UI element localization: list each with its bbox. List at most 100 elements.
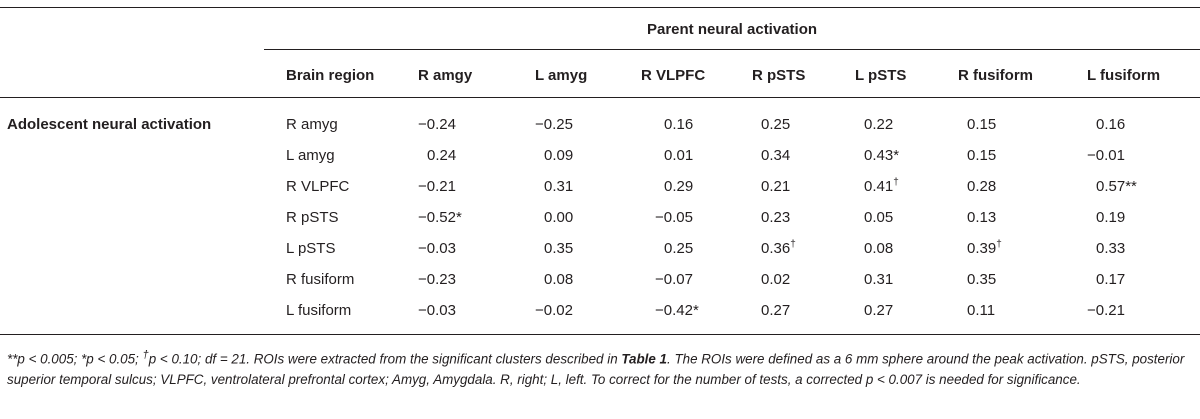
cell-value: 0.43 [864,147,894,164]
table-reference-link[interactable]: Table 1 [621,351,668,367]
cell-value: 0.22 [864,116,894,133]
table-cell: −0.03 [418,302,456,319]
table-cell: 0.09 [544,147,573,164]
table-cell: 0.35 [544,240,573,257]
cell-value: −0.02 [535,302,573,319]
spanning-header-rule [264,49,1200,50]
cell-value: −0.01 [1087,147,1125,164]
table-cell: 0.16 [664,116,693,133]
cell-value: 0.57 [1096,178,1126,195]
table-cell: 0.27 [761,302,790,319]
cell-value: 0.36 [761,240,791,257]
table-cell: 0.21 [761,178,790,195]
table-cell: −0.24 [418,116,456,133]
table-cell: 0.16 [1096,116,1125,133]
cell-value: 0.08 [864,240,894,257]
footnote-significance: **p < 0.005; *p < 0.05; [7,351,143,367]
table-cell: 0.22 [864,116,893,133]
cell-value: 0.15 [967,147,997,164]
table-cell: 0.08 [544,271,573,288]
table-cell: −0.01 [1087,147,1125,164]
cell-value: −0.21 [1087,302,1125,319]
table-row: R VLPFC −0.21 0.31 0.29 0.21 0.41† 0.28 0.57** [0,178,1200,209]
cell-value: −0.23 [418,271,456,288]
footnote-dagger: † [142,349,149,361]
table-cell: 0.08 [864,240,893,257]
table-cell: 0.36† [761,239,796,258]
cell-value: 0.05 [864,209,894,226]
table-cell: −0.03 [418,240,456,257]
table-cell: 0.00 [544,209,573,226]
dagger-mark: † [790,239,796,250]
table-cell: 0.27 [864,302,893,319]
column-header-l-psts: L pSTS [855,67,907,84]
footnote-significance-cont: p < 0.10; df = 21. ROIs were extracted f… [148,351,622,367]
significance-mark: ** [1125,178,1137,195]
table-cell: 0.34 [761,147,790,164]
cell-value: −0.07 [655,271,693,288]
table-cell: 0.19 [1096,209,1125,226]
table-cell: 0.29 [664,178,693,195]
cell-value: −0.05 [655,209,693,226]
significance-mark: * [893,147,900,164]
table-cell: 0.25 [664,240,693,257]
parent-activation-header: Parent neural activation [646,21,818,38]
column-header-l-amyg: L amyg [535,67,588,84]
cell-value: −0.42 [655,302,693,319]
table-top-rule [0,7,1200,8]
table-cell: 0.24 [427,147,456,164]
table-cell: 0.31 [544,178,573,195]
header-rule [0,97,1200,98]
cell-value: 0.02 [761,271,791,288]
footnote-description: . The ROIs were defined as a 6 mm sphere… [7,351,1185,388]
cell-value: 0.25 [761,116,791,133]
cell-value: 0.27 [761,302,791,319]
column-header-brain-region: Brain region [286,67,375,84]
row-region-label: R amyg [286,116,338,133]
table-cell: 0.57** [1096,178,1137,195]
cell-value: 0.01 [664,147,694,164]
table-cell: 0.28 [967,178,996,195]
cell-value: 0.13 [967,209,997,226]
cell-value: 0.21 [761,178,791,195]
cell-value: 0.33 [1096,240,1126,257]
table-cell: 0.31 [864,271,893,288]
cell-value: 0.35 [967,271,997,288]
table-cell: 0.39† [967,240,1002,258]
table-cell: −0.02 [535,302,573,319]
cell-value: 0.31 [864,271,894,288]
table-cell: −0.25 [535,116,573,133]
cell-value: −0.25 [535,116,573,133]
table-cell: −0.52* [418,209,462,226]
table-row: L amyg 0.24 0.09 0.01 0.34 0.43* 0.15 −0.01 [0,147,1200,178]
table-cell: 0.33 [1096,240,1125,257]
table-row: R pSTS −0.52* 0.00 −0.05 0.23 0.05 0.13 0.19 [0,209,1200,240]
cell-value: 0.39 [967,240,997,257]
cell-value: 0.09 [544,147,574,164]
table-cell: 0.02 [761,271,790,288]
table-row: R fusiform −0.23 0.08 −0.07 0.02 0.31 0.35 0.17 [0,271,1200,302]
cell-value: 0.29 [664,178,694,195]
column-header-r-fusiform: R fusiform [958,67,1033,84]
column-header-r-amgy: R amgy [418,67,473,84]
table-cell: −0.23 [418,271,456,288]
row-region-label: L fusiform [286,302,352,319]
cell-value: 0.08 [544,271,574,288]
table-cell: 0.13 [967,209,996,226]
table-cell: −0.21 [418,178,456,195]
significance-mark: * [692,302,699,319]
table-cell: 0.35 [967,271,996,288]
table-cell: 0.41† [864,178,899,196]
row-region-label: R pSTS [286,209,339,226]
cell-value: 0.28 [967,178,997,195]
cell-value: 0.27 [864,302,894,319]
cell-value: 0.35 [544,240,574,257]
cell-value: 0.15 [967,116,997,133]
cell-value: 0.16 [1096,116,1126,133]
table-cell: 0.17 [1096,271,1125,288]
cell-value: 0.24 [427,147,457,164]
cell-value: 0.25 [664,240,694,257]
significance-mark: * [455,209,462,226]
adolescent-activation-label: Adolescent neural activation [7,116,212,133]
table-cell: −0.21 [1087,302,1125,319]
